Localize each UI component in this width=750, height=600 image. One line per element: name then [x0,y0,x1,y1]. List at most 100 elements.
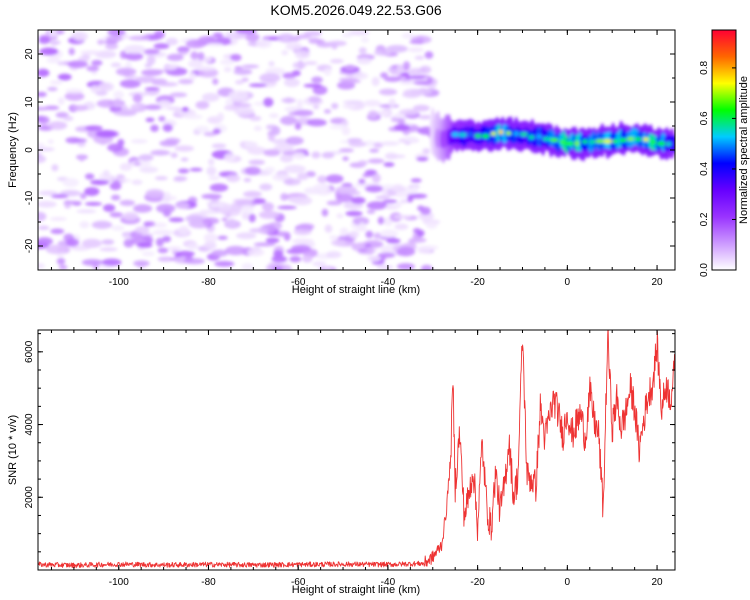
heatmap-ridge-core [589,139,596,145]
heatmap-noise-blob [242,190,262,198]
heatmap-noise-blob [281,50,289,56]
heatmap-noise-blob [137,242,153,249]
heatmap-noise-blob [194,65,216,71]
heatmap-noise-blob [394,223,409,230]
heatmap-noise-blob [156,203,176,214]
heatmap-noise-blob [95,130,117,138]
heatmap-noise-blob [107,30,126,37]
heatmap-noise-blob [384,76,402,82]
heatmap-noise-blob [166,53,184,62]
heatmap-noise-blob [57,61,65,66]
heatmap-noise-blob [185,39,206,49]
heatmap-noise-blob [363,140,376,147]
heatmap-noise-blob [38,91,47,97]
x-tick-label: -100 [109,577,129,588]
heatmap-noise-blob [169,92,188,98]
heatmap-noise-blob [49,40,61,45]
heatmap-noise-blob [228,90,249,100]
heatmap-noise-blob [38,237,53,246]
heatmap-noise-blob [311,151,321,159]
heatmap-ridge-core [574,141,580,146]
heatmap-noise-blob [81,259,103,266]
heatmap-noise-blob [227,218,236,226]
heatmap-noise-blob [79,192,87,200]
heatmap-noise-blob [295,34,312,40]
heatmap-noise-blob [366,201,388,210]
heatmap-noise-blob [365,230,374,239]
heatmap-noise-blob [38,263,45,269]
heatmap-noise-blob [396,263,415,270]
heatmap-noise-blob [144,104,162,111]
heatmap-noise-blob [157,256,174,262]
heatmap-noise-blob [164,64,178,71]
heatmap-noise-blob [323,109,332,114]
heatmap-ridge-core [519,132,529,137]
heatmap-noise-blob [405,75,426,80]
heatmap-noise-blob [291,244,311,253]
colorbar-frame [711,29,737,271]
heatmap-noise-blob [130,104,141,110]
heatmap-noise-blob [261,202,275,212]
heatmap-noise-blob [357,160,368,166]
heatmap-noise-blob [206,166,217,176]
heatmap-noise-blob [271,125,281,136]
heatmap-noise-blob [263,149,281,157]
heatmap-noise-blob [38,115,50,125]
heatmap-noise-blob [162,235,172,243]
heatmap-noise-blob [170,152,178,159]
heatmap-noise-blob [190,51,199,60]
heatmap-noise-blob [168,217,184,223]
y-tick-label: 20 [24,48,35,60]
heatmap-noise-blob [303,61,318,65]
heatmap-ridge-core [612,139,618,144]
heatmap-noise-blob [38,154,47,164]
heatmap-noise-blob [70,104,89,111]
heatmap-noise-blob [253,242,276,247]
heatmap-noise-blob [133,161,141,166]
heatmap-noise-blob [235,30,257,35]
heatmap-noise-blob [326,200,342,206]
heatmap-noise-blob [382,199,398,204]
x-tick-label: -20 [470,577,485,588]
heatmap-noise-blob [50,194,69,199]
y-tick-label: -10 [24,190,35,205]
heatmap-noise-blob [146,55,156,66]
heatmap-noise-blob [344,79,361,84]
heatmap-noise-blob [378,88,398,96]
heatmap-noise-blob [134,226,150,235]
heatmap-noise-blob [65,88,84,94]
heatmap-noise-blob [248,159,266,165]
heatmap-noise-blob [225,245,247,256]
heatmap-noise-blob [84,201,103,206]
heatmap-noise-blob [208,175,221,181]
heatmap-noise-blob [178,78,194,85]
heatmap-noise-blob [166,246,183,251]
heatmap-noise-blob [119,79,141,89]
heatmap-noise-blob [375,195,390,200]
heatmap-noise-blob [407,193,428,199]
heatmap-noise-blob [72,31,89,42]
heatmap-noise-blob [57,73,72,81]
heatmap-signal-ridge [429,107,675,164]
heatmap-noise-blob [212,128,221,135]
heatmap-noise-blob [313,183,330,191]
heatmap-noise-blob [91,220,113,229]
heatmap-noise-blob [335,193,354,203]
heatmap-noise-blob [292,152,306,160]
heatmap-noise-blob [145,117,155,123]
heatmap-noise-blob [416,245,433,254]
heatmap-noise-blob [38,143,46,148]
heatmap-ridge-core [656,141,666,146]
heatmap-ridge-mid [671,134,675,154]
colorbar-bar [712,30,736,270]
heatmap-noise-blob [424,51,434,59]
heatmap-noise-blob [173,175,188,182]
heatmap-noise-blob [155,237,164,247]
y-tick-label: 4000 [24,413,35,436]
x-tick-label: -60 [291,277,306,288]
heatmap-noise-blob [141,251,155,257]
heatmap-noise-blob [150,149,171,156]
heatmap-noise-blob [124,75,138,79]
heatmap-noise-blob [217,112,225,122]
heatmap-noise-blob [312,261,327,267]
